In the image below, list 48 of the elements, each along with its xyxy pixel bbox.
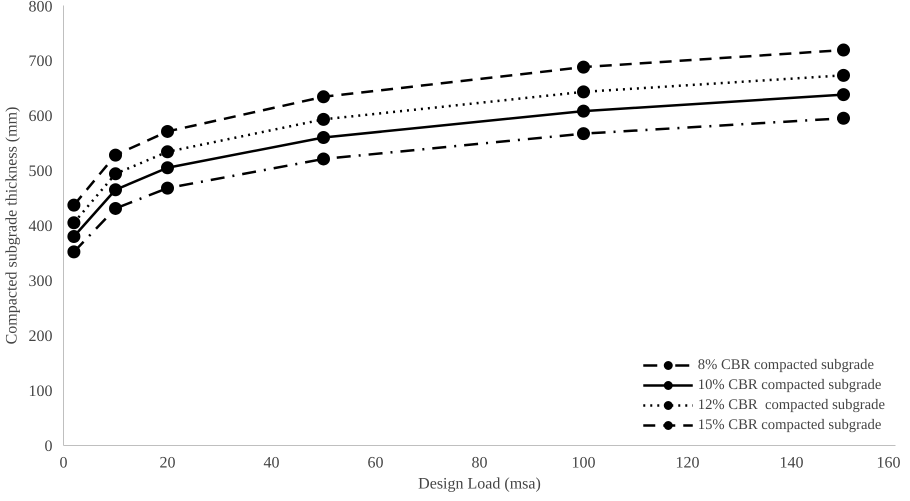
point [837, 112, 850, 125]
point [109, 202, 122, 215]
point [837, 88, 850, 102]
point [109, 183, 122, 196]
y-axis-title: Compacted subgrade thickness (mm) [4, 106, 20, 344]
y-tick-label: 500 [28, 163, 52, 180]
legend-label: 8% CBR compacted subgrade [698, 356, 874, 374]
y-tick-label: 400 [28, 218, 52, 235]
y-tick-label: 300 [28, 273, 52, 290]
point [317, 131, 330, 144]
y-tick-label: 600 [28, 108, 52, 125]
y-tick-label: 0 [44, 438, 52, 455]
x-tick-label: 60 [368, 454, 384, 472]
point [577, 60, 590, 74]
point [317, 112, 330, 126]
y-tick-label: 700 [28, 53, 52, 70]
point [67, 245, 80, 258]
point [161, 182, 174, 195]
x-tick-label: 80 [472, 454, 488, 472]
x-tick-label: 120 [676, 454, 700, 472]
point [109, 148, 122, 162]
point [577, 104, 590, 118]
point [577, 85, 590, 98]
point [837, 68, 850, 82]
y-tick-label: 200 [28, 328, 52, 345]
point [67, 230, 80, 243]
x-tick-label: 40 [264, 454, 280, 472]
point [317, 90, 330, 104]
point [161, 124, 174, 138]
legend-label: 15% CBR compacted subgrade [698, 416, 882, 434]
point [161, 161, 174, 174]
y-tick-label: 100 [28, 383, 52, 400]
point [109, 167, 122, 180]
legend-label: 12% CBR compacted subgrade [698, 396, 885, 414]
x-tick-label: 140 [780, 454, 804, 472]
x-axis-title: Design Load (msa) [418, 476, 541, 492]
point [161, 145, 174, 158]
x-tick-label: 0 [60, 454, 68, 472]
point [67, 198, 80, 212]
x-tick-label: 20 [160, 454, 176, 472]
point [837, 44, 850, 57]
legend-label: 10% CBR compacted subgrade [698, 376, 882, 394]
point [67, 216, 80, 230]
y-tick-label: 800 [28, 0, 52, 16]
x-tick-label: 160 [876, 454, 900, 472]
x-tick-label: 100 [572, 454, 596, 472]
point [577, 127, 590, 140]
point [317, 152, 330, 166]
